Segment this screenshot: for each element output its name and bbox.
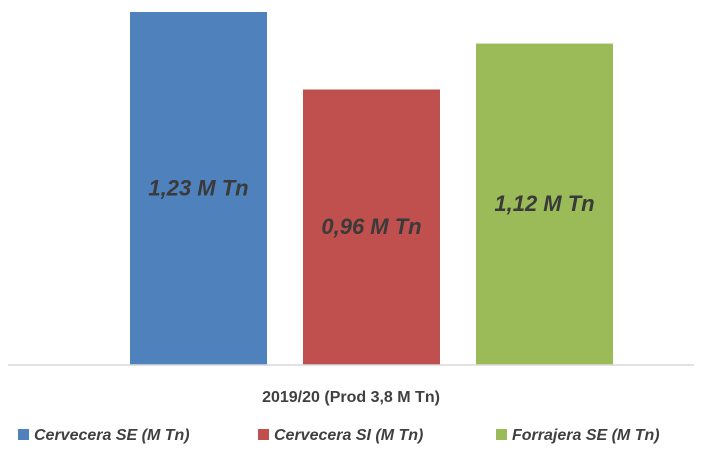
legend-label-1: Cervecera SE (M Tn) [34,427,190,444]
bars-group [130,12,613,366]
bar-2 [303,89,440,366]
bar-1 [130,12,267,365]
legend-label-3: Forrajera SE (M Tn) [512,427,660,444]
legend-swatch-1 [18,429,29,440]
data-label-1: 1,23 M Tn [148,175,248,200]
data-label-3: 1,12 M Tn [494,191,594,216]
legend-swatch-2 [258,429,269,440]
legend: Cervecera SE (M Tn) Cervecera SI (M Tn) Fo… [18,427,660,444]
data-labels-group: 1,23 M Tn 0,96 M Tn 1,12 M Tn [148,175,594,239]
data-label-2: 0,96 M Tn [321,214,421,239]
bar-3 [476,43,613,366]
category-label: 2019/20 (Prod 3,8 M Tn) [262,389,440,406]
legend-label-2: Cervecera SI (M Tn) [274,427,423,444]
legend-swatch-3 [496,429,507,440]
